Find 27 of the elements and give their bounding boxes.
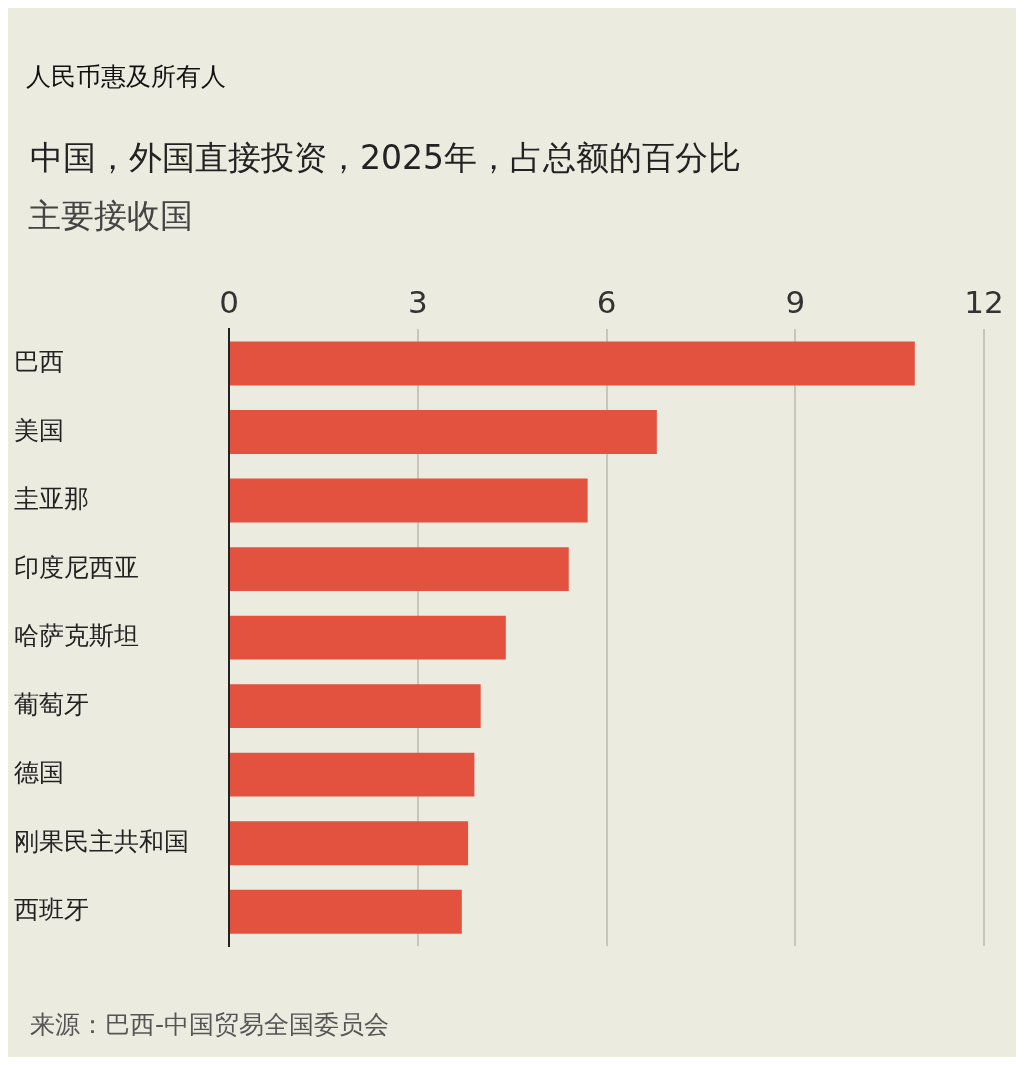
y-tick-label: 刚果民主共和国: [14, 826, 189, 856]
y-tick-label: 葡萄牙: [14, 689, 89, 719]
y-tick-label: 印度尼西亚: [14, 552, 139, 582]
x-tick-label: 12: [964, 283, 1004, 320]
chart-subtitle: 主要接收国: [28, 195, 193, 237]
bar: [230, 684, 481, 729]
text: 人民币惠及所有人: [26, 61, 226, 93]
y-tick-label: 美国: [14, 415, 64, 445]
x-tick-label: 9: [785, 283, 806, 320]
x-tick-label: 0: [219, 283, 239, 320]
x-tick-label: 6: [596, 283, 617, 320]
bar: [230, 478, 588, 523]
bar: [230, 410, 657, 454]
y-tick-label: 巴西: [14, 346, 64, 376]
bar: [230, 821, 469, 866]
bar: [230, 341, 915, 386]
y-tick-label: 圭亚那: [14, 484, 89, 514]
bar: [230, 615, 506, 660]
x-tick-label: 3: [407, 283, 428, 320]
bar: [230, 547, 569, 591]
chart-title: 中国，外国直接投资，2025年，占总额的百分比: [30, 137, 741, 179]
y-tick-label: 德国: [14, 758, 64, 788]
bar: [230, 889, 462, 934]
y-tick-label: 哈萨克斯坦: [14, 621, 139, 651]
bar: [230, 752, 475, 797]
y-tick-label: 西班牙: [14, 895, 89, 925]
source-note: 来源：巴西-中国贸易全国委员会: [30, 1009, 390, 1041]
